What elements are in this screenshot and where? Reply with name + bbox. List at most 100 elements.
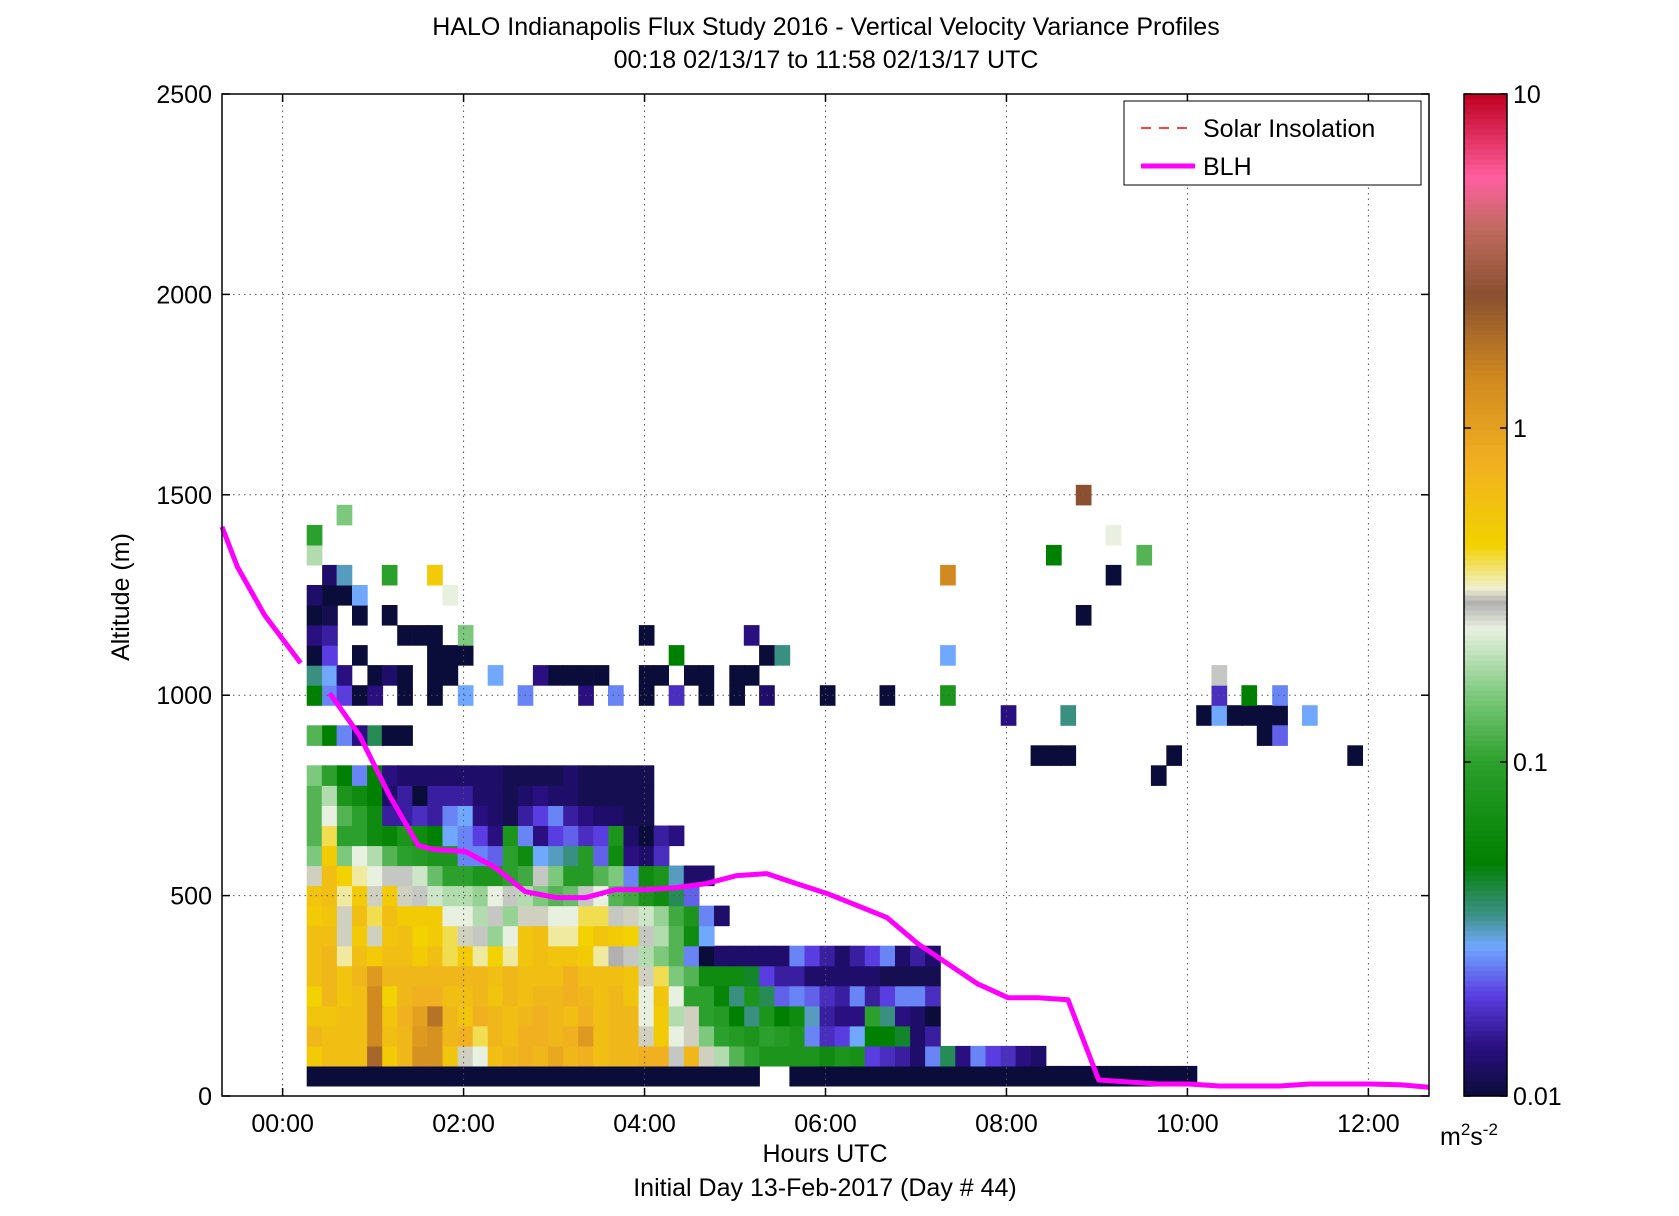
heatmap-cell (487, 825, 504, 847)
colorbar-band (1464, 780, 1507, 786)
heatmap-cell (306, 925, 323, 947)
heatmap-cell (397, 845, 413, 867)
heatmap-cell (714, 965, 730, 987)
heatmap-cell (623, 925, 640, 947)
colorbar-band (1464, 900, 1507, 907)
colorbar-band (1464, 910, 1507, 917)
heatmap-cell (1105, 524, 1122, 546)
colorbar-band (1464, 770, 1507, 776)
heatmap-cell (593, 865, 609, 887)
heatmap-cell (1136, 544, 1153, 566)
heatmap-cell (336, 965, 353, 987)
heatmap-cell (638, 1005, 655, 1027)
heatmap-cell (367, 985, 383, 1007)
heatmap-cell (608, 925, 625, 947)
heatmap-cell (548, 765, 564, 786)
heatmap-cell (322, 605, 338, 626)
heatmap-cell (804, 945, 821, 967)
heatmap-cell (548, 865, 564, 887)
heatmap-cell (729, 985, 745, 1007)
heatmap-cell (472, 965, 489, 987)
heatmap-cell (653, 1045, 670, 1067)
heatmap-cell (533, 985, 549, 1007)
heatmap-cell (593, 965, 609, 987)
colorbar-band (1464, 635, 1507, 641)
heatmap-cell (608, 1025, 625, 1047)
heatmap-cell (683, 925, 700, 947)
heatmap-cell (442, 865, 459, 887)
heatmap-cell (442, 825, 459, 847)
heatmap-cell (382, 1025, 398, 1047)
heatmap-cell (336, 504, 353, 526)
heatmap-cell (306, 725, 323, 746)
heatmap-cell (336, 805, 353, 826)
heatmap-cell (457, 925, 474, 947)
colorbar-band (1464, 975, 1507, 982)
colorbar-band (1464, 930, 1507, 937)
heatmap-cell (517, 765, 534, 786)
colorbar-band (1464, 549, 1507, 556)
heatmap-cell (412, 805, 428, 826)
heatmap-cell (578, 825, 594, 847)
heatmap-cell (321, 945, 338, 967)
heatmap-cell (427, 785, 444, 806)
colorbar-band (1464, 985, 1507, 992)
heatmap-cell (321, 765, 338, 786)
heatmap-cell (819, 945, 836, 967)
heatmap-cell (352, 945, 368, 967)
heatmap-cell (397, 965, 413, 987)
heatmap-cell (382, 925, 398, 947)
heatmap-cell (729, 1025, 745, 1047)
heatmap-cell (774, 645, 791, 666)
heatmap-cell (321, 805, 338, 826)
heatmap-cell (548, 785, 564, 806)
legend-solar-label: Solar Insolation (1203, 115, 1375, 143)
heatmap-cell (457, 865, 474, 887)
colorbar-band (1464, 905, 1507, 912)
heatmap-cell (412, 945, 428, 967)
colorbar-band (1464, 219, 1507, 225)
heatmap-cell (412, 625, 429, 646)
colorbar-band (1464, 294, 1507, 301)
heatmap-cell (427, 865, 444, 887)
colorbar-band (1464, 129, 1507, 135)
colorbar-band (1464, 660, 1507, 666)
heatmap-cell (759, 965, 775, 987)
heatmap-cell (563, 765, 579, 786)
heatmap-cell (367, 805, 383, 826)
heatmap-cell (533, 965, 549, 987)
heatmap-cell (759, 1045, 775, 1067)
colorbar-band (1464, 1030, 1507, 1037)
heatmap-cell (1347, 745, 1363, 766)
heatmap-cell (608, 985, 625, 1007)
heatmap-cell (442, 785, 459, 806)
heatmap-cell (774, 965, 790, 987)
heatmap-cell (397, 685, 413, 706)
heatmap-cell (367, 945, 383, 967)
heatmap-cell (593, 785, 609, 806)
heatmap-cell (517, 1065, 534, 1087)
heatmap-cell (472, 825, 489, 847)
heatmap-cell (623, 1005, 640, 1027)
colorbar-band (1464, 284, 1507, 290)
heatmap-cell (729, 1005, 745, 1027)
colorbar-band (1464, 144, 1507, 150)
heatmap-cell (895, 1005, 911, 1027)
heatmap-cell (533, 785, 549, 806)
heatmap-cell (306, 865, 323, 887)
heatmap-cell (367, 665, 384, 686)
heatmap-cell (593, 1005, 609, 1027)
heatmap-cell (563, 985, 579, 1007)
colorbar-band (1464, 114, 1507, 120)
heatmap-cell (925, 985, 941, 1007)
heatmap-cell (457, 905, 474, 927)
heatmap-cell (638, 785, 655, 806)
x-axis-label-secondary: Initial Day 13-Feb-2017 (Day # 44) (633, 1174, 1017, 1202)
colorbar-band (1464, 359, 1507, 366)
heatmap-cell (1046, 745, 1062, 766)
colorbar-band (1464, 1025, 1507, 1032)
colorbar-band (1464, 795, 1507, 802)
heatmap-cell (352, 985, 368, 1007)
heatmap-cell (743, 625, 760, 646)
heatmap-cell (1241, 685, 1258, 706)
